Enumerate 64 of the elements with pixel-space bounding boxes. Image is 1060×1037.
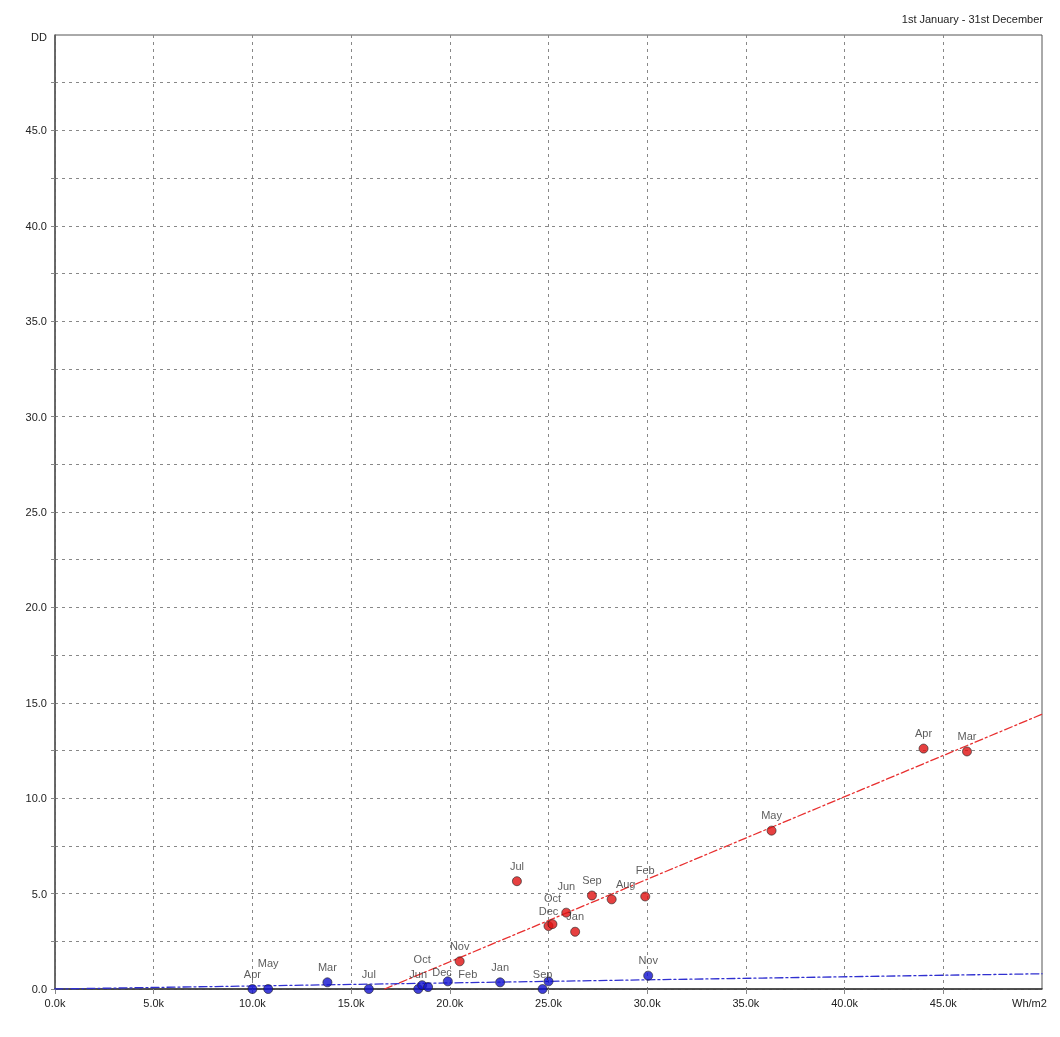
data-label: Nov <box>638 954 659 967</box>
point <box>547 919 558 930</box>
data-label: May <box>257 956 280 969</box>
y-tick-label: 35.0 <box>25 315 47 328</box>
y-tick-label: 15.0 <box>25 696 47 709</box>
data-label: Mar <box>317 960 338 973</box>
point <box>766 825 777 836</box>
point <box>962 746 972 757</box>
data-label: Jul <box>509 859 524 872</box>
x-tick-label: 40.0k <box>831 996 859 1009</box>
y-tick-label: 40.0 <box>25 219 47 232</box>
point <box>643 970 654 981</box>
data-label: Feb <box>635 864 655 877</box>
data-label: May <box>761 809 783 822</box>
y-tick-label: 30.0 <box>25 410 47 423</box>
point <box>454 956 465 967</box>
y-axis-title: DD <box>31 30 48 43</box>
point <box>606 894 617 905</box>
point <box>570 926 581 937</box>
data-label: Aug <box>615 877 636 890</box>
x-tick-label: 20.0k <box>436 996 464 1009</box>
data-label: Jan <box>566 910 585 923</box>
data-label: Oct <box>413 952 431 965</box>
point <box>363 984 374 994</box>
data-label: Mar <box>957 730 977 743</box>
point <box>918 743 929 754</box>
data-label: Sep <box>582 874 602 887</box>
y-tick-label: 45.0 <box>25 124 47 137</box>
data-label: Oct <box>543 891 562 904</box>
point <box>263 984 274 994</box>
x-tick-label: 45.0k <box>929 996 958 1009</box>
x-tick-label: 0.0k <box>44 996 66 1009</box>
point <box>495 977 506 988</box>
data-label: Dec <box>432 965 453 978</box>
x-tick-label: 10.0k <box>238 996 267 1009</box>
chart-title: 1st January - 31st December <box>901 12 1044 25</box>
y-tick-label: 5.0 <box>31 887 47 900</box>
data-label: Jan <box>491 960 510 973</box>
y-tick-label: 10.0 <box>25 792 47 805</box>
point <box>423 982 433 992</box>
x-tick-label: 30.0k <box>633 996 662 1009</box>
data-label: Dec <box>538 904 559 917</box>
x-tick-label: 15.0k <box>337 996 366 1009</box>
y-tick-label: 20.0 <box>25 601 47 614</box>
point <box>322 977 333 988</box>
point <box>587 890 597 901</box>
data-label: Jun <box>557 880 576 893</box>
point <box>537 984 548 994</box>
point <box>512 876 522 887</box>
point <box>247 984 258 994</box>
data-label: Apr <box>243 967 262 980</box>
x-tick-label: 25.0k <box>535 996 563 1009</box>
y-tick-label: 0.0 <box>31 983 47 995</box>
data-label: Jul <box>361 967 376 980</box>
x-axis-title: Wh/m2 <box>1012 996 1047 1009</box>
data-label: Sep <box>532 967 553 980</box>
x-tick-label: 5.0k <box>143 996 165 1009</box>
data-label: Feb <box>458 967 478 980</box>
data-label: Nov <box>449 939 470 952</box>
x-tick-label: 35.0k <box>732 996 760 1009</box>
y-tick-label: 25.0 <box>25 506 47 518</box>
data-label: Apr <box>915 727 933 740</box>
point <box>442 976 453 987</box>
point <box>640 891 651 902</box>
